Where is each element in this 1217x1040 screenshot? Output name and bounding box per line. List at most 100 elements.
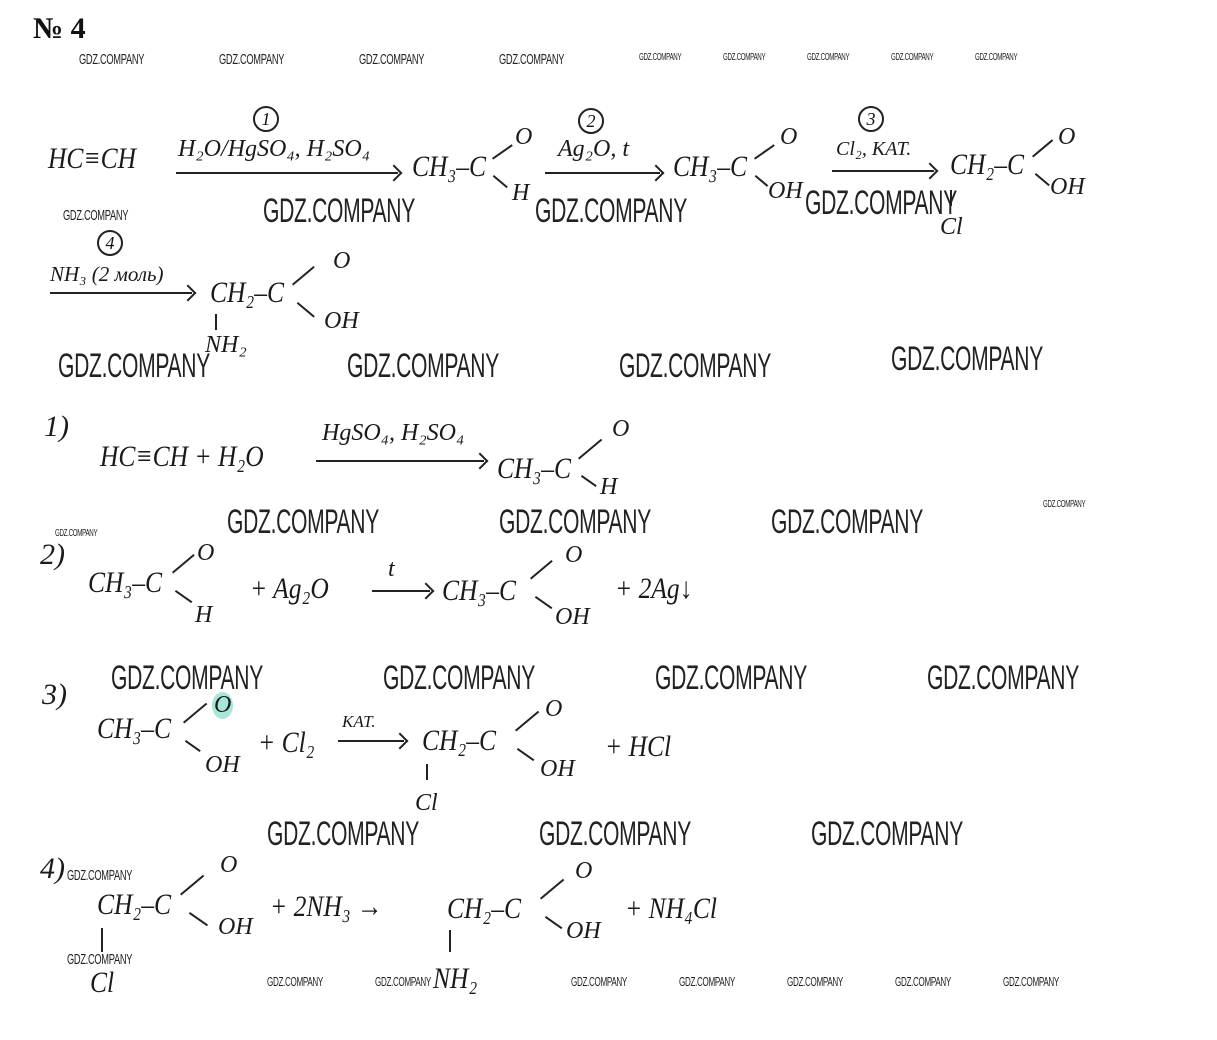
equation-label: 2): [40, 538, 65, 571]
equation-label: 4): [40, 852, 65, 885]
equation-label: 3): [42, 678, 67, 711]
scheme-product-bottom: OH: [324, 308, 359, 334]
double-bond: [578, 438, 603, 460]
single-bond: [492, 175, 508, 189]
watermark: GDZ.COMPANY: [79, 51, 145, 68]
double-bond: [180, 874, 205, 896]
product-top: O: [545, 696, 563, 722]
product-top: O: [565, 542, 583, 568]
double-bond: [540, 878, 565, 900]
watermark: GDZ.COMPANY: [805, 184, 957, 222]
watermark: GDZ.COMPANY: [1003, 974, 1060, 989]
watermark: GDZ.COMPANY: [811, 815, 963, 853]
watermark: GDZ.COMPANY: [975, 52, 1018, 63]
reaction-arrow: [338, 740, 404, 742]
watermark: GDZ.COMPANY: [723, 52, 766, 63]
double-bond: [515, 710, 540, 732]
reactant-bottom: OH: [218, 914, 253, 940]
watermark: GDZ.COMPANY: [383, 659, 535, 697]
equation-condition: t: [388, 556, 395, 582]
reaction-arrow: [316, 460, 484, 462]
step-number: 3: [858, 106, 884, 132]
byproduct: + HCl: [605, 730, 672, 763]
scheme-product-main: CH₂–C: [950, 148, 1025, 181]
double-bond: [1032, 139, 1054, 158]
watermark: GDZ.COMPANY: [263, 192, 415, 230]
reaction-arrow: [176, 172, 398, 174]
watermark: GDZ.COMPANY: [111, 659, 263, 697]
watermark: GDZ.COMPANY: [679, 974, 736, 989]
watermark: GDZ.COMPANY: [63, 207, 129, 224]
watermark: GDZ.COMPANY: [67, 951, 133, 968]
scheme-product-top: O: [333, 248, 351, 274]
reaction-arrow: [832, 170, 934, 172]
vertical-bond: [950, 190, 952, 206]
reactant-top: O: [197, 540, 215, 566]
reactant-bottom: OH: [205, 752, 240, 778]
watermark: GDZ.COMPANY: [891, 52, 934, 63]
scheme-condition: NH₃ (2 моль): [50, 262, 164, 286]
step-number: 2: [578, 108, 604, 134]
watermark: GDZ.COMPANY: [55, 528, 98, 539]
scheme-product-bottom: H: [512, 180, 530, 206]
equation-label: 1): [44, 410, 69, 443]
vertical-bond: [215, 314, 217, 330]
watermark: GDZ.COMPANY: [771, 503, 923, 541]
scheme-product-bottom: OH: [1050, 174, 1085, 200]
watermark: GDZ.COMPANY: [535, 192, 687, 230]
watermark: GDZ.COMPANY: [807, 52, 850, 63]
reactant-plus: + Ag₂O: [250, 572, 329, 605]
product-main: CH₃–C: [497, 452, 572, 485]
single-bond: [580, 475, 597, 487]
watermark: GDZ.COMPANY: [67, 867, 133, 884]
reactant-top: O: [220, 852, 238, 878]
reactant-bottom: H: [195, 602, 213, 628]
product-bottom: H: [600, 474, 618, 500]
watermark: GDZ.COMPANY: [787, 974, 844, 989]
reactant-main: CH₃–C: [88, 566, 163, 599]
scheme-condition: H₂O/HgSO₄, H₂SO₄: [178, 136, 371, 162]
reaction-arrow: [372, 590, 430, 592]
double-bond: [292, 266, 315, 286]
watermark: GDZ.COMPANY: [539, 815, 691, 853]
watermark: GDZ.COMPANY: [359, 51, 425, 68]
scheme-product-substituent: NH₂: [205, 332, 247, 358]
double-bond: [754, 144, 775, 160]
equation-reactants: HC≡CH + H₂O: [100, 440, 264, 473]
single-bond: [184, 740, 201, 752]
byproduct: + NH₄Cl: [625, 892, 717, 925]
double-bond: [530, 560, 553, 580]
double-bond: [492, 144, 513, 160]
vertical-bond: [426, 764, 428, 780]
reactant-substituent: Cl: [90, 966, 115, 999]
reactant-plus: + Cl₂: [258, 726, 315, 759]
vertical-bond: [449, 930, 451, 952]
watermark: GDZ.COMPANY: [267, 974, 324, 989]
watermark: GDZ.COMPANY: [227, 503, 379, 541]
equation-condition: HgSO₄, H₂SO₄: [322, 420, 465, 446]
scheme-product-top: O: [515, 124, 533, 150]
reactant-top: O: [212, 692, 234, 719]
watermark: GDZ.COMPANY: [347, 347, 499, 385]
watermark: GDZ.COMPANY: [891, 340, 1043, 378]
reactant-main: CH₃–C: [97, 712, 172, 745]
watermark: GDZ.COMPANY: [619, 347, 771, 385]
scheme-condition: Cl₂, KAT.: [836, 138, 912, 160]
watermark: GDZ.COMPANY: [499, 51, 565, 68]
scheme-condition: Ag₂O, t: [558, 136, 630, 162]
watermark: GDZ.COMPANY: [267, 815, 419, 853]
scheme-product-top: O: [780, 124, 798, 150]
single-bond: [174, 590, 193, 604]
product-main: CH₂–C: [422, 724, 497, 757]
scheme-product-bottom: OH: [768, 178, 803, 204]
watermark: GDZ.COMPANY: [639, 52, 682, 63]
vertical-bond: [101, 928, 103, 952]
scheme-product-main: CH₃–C: [673, 150, 748, 183]
single-bond: [544, 916, 563, 930]
double-bond: [172, 554, 195, 574]
step-number: 1: [253, 106, 279, 132]
reactant-main: CH₂–C: [97, 888, 172, 921]
single-bond: [754, 175, 769, 187]
step-number: 4: [97, 230, 123, 256]
single-bond: [296, 302, 315, 318]
